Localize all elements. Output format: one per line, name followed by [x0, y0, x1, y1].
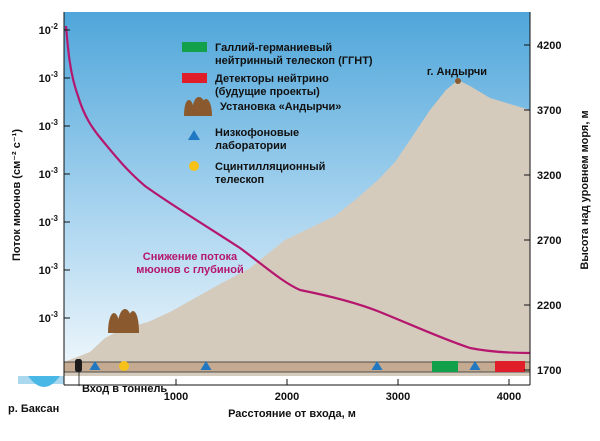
left-tick-3: 10-3	[39, 118, 59, 133]
bottom-tick-3: 3000	[386, 391, 410, 403]
left-tick-4: 10-3	[39, 166, 59, 181]
legend-ggnt-swatch	[182, 42, 207, 52]
scint-tunnel-marker	[119, 361, 129, 371]
left-axis-ticks	[64, 29, 70, 319]
left-tick-7: 10-3	[39, 310, 59, 325]
legend-scint-line2: телескоп	[215, 174, 264, 186]
legend-andyrchi-icon	[184, 97, 212, 116]
baksan-river	[28, 376, 60, 387]
bottom-axis-labels: 1000 2000 3000 4000	[164, 391, 521, 403]
legend-lab-line2: лаборатории	[215, 140, 287, 152]
bottom-tick-2: 2000	[275, 391, 299, 403]
legend-lab-icon	[188, 130, 200, 140]
tunnel	[63, 361, 531, 373]
ggnt-tunnel-marker	[432, 361, 458, 372]
neutrino-tunnel-marker	[495, 361, 525, 372]
flux-note-line2: мюонов с глубиной	[136, 264, 244, 276]
bottom-tick-1: 1000	[164, 391, 188, 403]
legend-neutrino-swatch	[182, 73, 207, 83]
peak-marker	[455, 78, 461, 84]
legend-neutrino-line2: (будущие проекты)	[215, 86, 320, 98]
legend-ggnt-line1: Галлий-германиевый	[215, 42, 332, 54]
right-axis-labels: 4200 3700 3200 2700 2200 1700	[537, 40, 561, 377]
right-tick-1: 4200	[537, 40, 561, 52]
river-label: р. Баксан	[8, 403, 59, 415]
left-axis-title: Поток мюонов (см⁻² с⁻¹)	[11, 129, 23, 261]
bottom-axis-ticks	[175, 379, 510, 385]
legend-ggnt-line2: нейтринный телескоп (ГГНТ)	[215, 55, 373, 67]
flux-note-line1: Снижение потока	[143, 251, 238, 263]
right-axis-title: Высота над уровнем моря, м	[579, 110, 591, 269]
left-tick-1: 10-2	[39, 22, 59, 37]
peak-label: г. Андырчи	[427, 66, 487, 78]
tunnel-entrance-label: Вход в тоннель	[82, 383, 167, 395]
left-tick-2: 10-3	[39, 70, 59, 85]
left-axis-labels: 10-2 10-3 10-3 10-3 10-3 10-3 10-3	[39, 22, 59, 325]
legend-andyrchi-label: Установка «Андырчи»	[220, 101, 341, 113]
muon-flux-curve	[64, 25, 531, 355]
right-tick-6: 1700	[537, 365, 561, 377]
legend-neutrino-line1: Детекторы нейтрино	[215, 73, 329, 85]
lab-tunnel-marker-2	[200, 361, 212, 370]
legend: Галлий-германиевый нейтринный телескоп (…	[182, 42, 373, 186]
right-tick-2: 3700	[537, 105, 561, 117]
right-axis-ticks	[524, 44, 530, 371]
legend-scint-icon	[189, 161, 199, 171]
lab-tunnel-marker-3	[371, 361, 383, 370]
legend-lab-line1: Низкофоновые	[215, 127, 299, 139]
right-tick-5: 2200	[537, 300, 561, 312]
bottom-tick-4: 4000	[497, 391, 521, 403]
left-tick-5: 10-3	[39, 214, 59, 229]
bottom-axis-title: Расстояние от входа, м	[228, 408, 356, 420]
mountain-profile	[64, 80, 530, 376]
tunnel-portal	[75, 359, 82, 372]
lab-tunnel-marker-4	[469, 361, 481, 370]
andyrchi-setup-on-slope	[108, 309, 139, 333]
right-tick-4: 2700	[537, 235, 561, 247]
legend-scint-line1: Сцинтилляционный	[215, 161, 325, 173]
lab-tunnel-marker-1	[89, 361, 101, 370]
right-tick-3: 3200	[537, 170, 561, 182]
left-tick-6: 10-3	[39, 262, 59, 277]
